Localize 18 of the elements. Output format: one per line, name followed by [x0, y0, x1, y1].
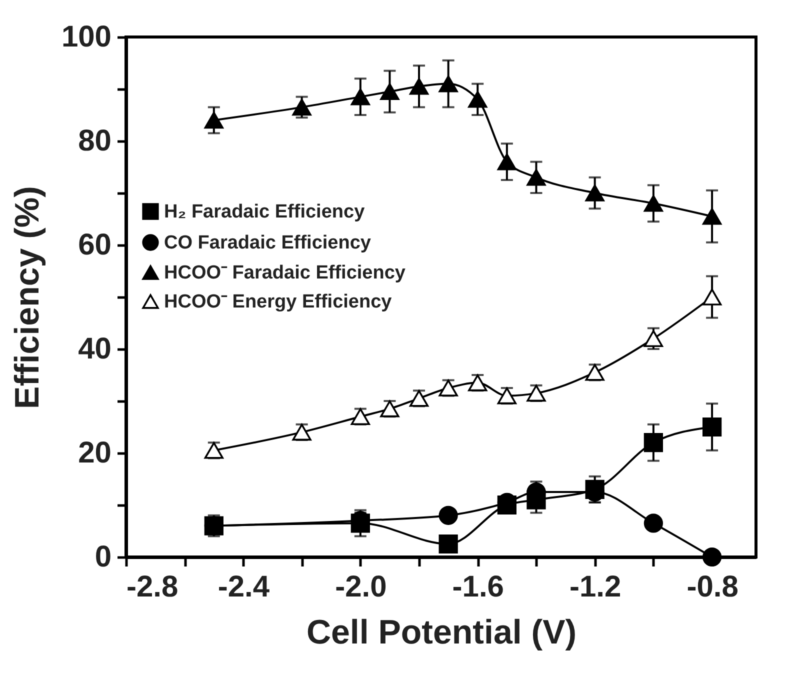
- legend-label: CO Faradaic Efficiency: [164, 232, 372, 254]
- x-tick-label: -1.6: [452, 570, 504, 604]
- y-axis-title: Efficiency (%): [8, 186, 46, 409]
- y-tick-label: 100: [61, 20, 112, 54]
- y-tick-label: 20: [78, 436, 112, 470]
- y-tick-label: 80: [78, 124, 112, 158]
- y-tick-label: 60: [78, 228, 112, 262]
- y-tick-label: 0: [94, 540, 112, 574]
- x-tick-label: -2.8: [126, 570, 178, 604]
- x-tick-label: -2.4: [218, 570, 270, 604]
- x-tick-label: -1.2: [569, 570, 622, 604]
- legend-label: HCOO⁻ Energy Efficiency: [164, 292, 392, 312]
- x-axis-title: Cell Potential (V): [306, 614, 577, 652]
- y-tick-label: 40: [78, 332, 112, 366]
- legend-label: HCOO⁻ Faradaic Efficiency: [164, 262, 406, 284]
- legend-label: H₂ Faradaic Efficiency: [164, 202, 366, 222]
- x-tick-label: -2.0: [335, 570, 387, 604]
- x-tick-label: -0.8: [686, 570, 738, 604]
